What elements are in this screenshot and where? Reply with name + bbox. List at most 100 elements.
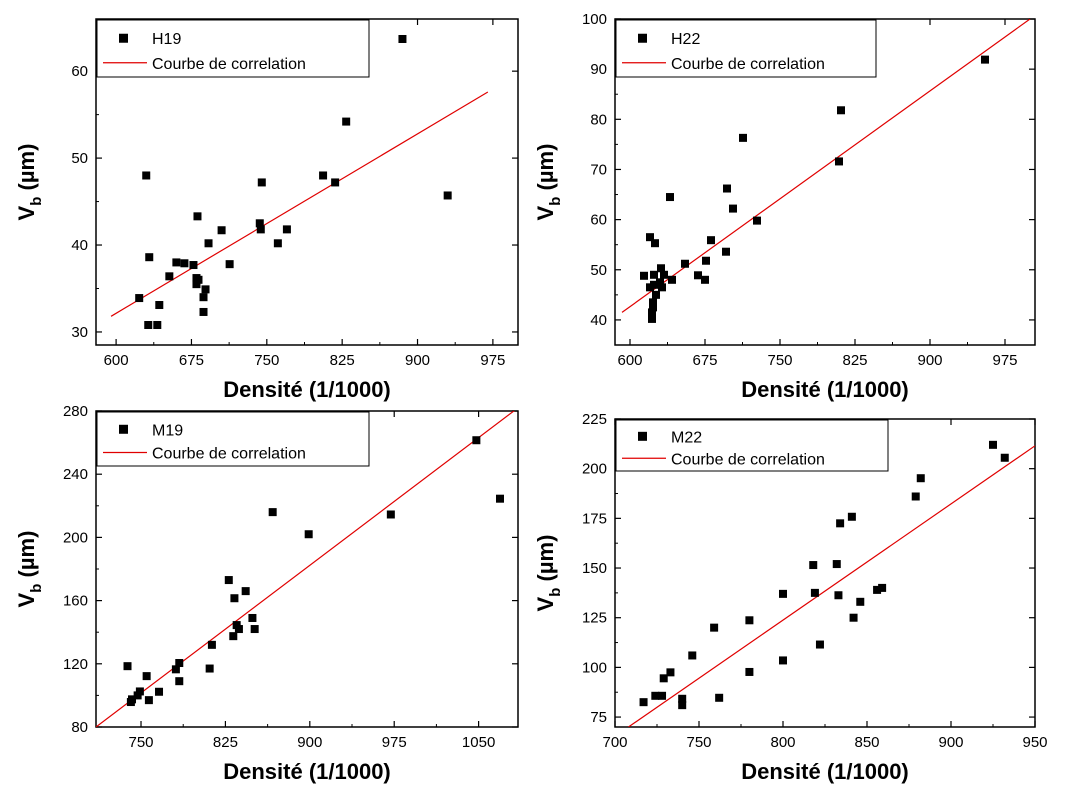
x-tick-label: 950 xyxy=(1022,734,1047,751)
x-tick-label: 900 xyxy=(297,734,322,751)
y-axis-title-unit: (µm) xyxy=(533,535,558,588)
data-point xyxy=(729,204,737,213)
data-point xyxy=(194,275,203,284)
y-axis-title-sub: b xyxy=(28,584,45,593)
correlation-line xyxy=(628,445,1035,727)
data-point xyxy=(658,691,667,700)
data-point xyxy=(649,298,657,307)
y-tick-label: 280 xyxy=(63,403,88,420)
legend-label-series: H22 xyxy=(671,31,700,48)
data-point xyxy=(386,510,395,519)
y-tick-label: 80 xyxy=(71,719,88,736)
x-tick-label: 850 xyxy=(854,734,879,751)
y-tick-label: 50 xyxy=(590,262,607,279)
x-tick-label: 750 xyxy=(767,352,792,369)
data-point xyxy=(650,270,658,279)
y-axis-title-unit: (µm) xyxy=(533,144,558,197)
data-point xyxy=(701,275,709,284)
data-point xyxy=(331,178,340,187)
legend-box xyxy=(96,19,370,78)
y-tick-label: 75 xyxy=(590,709,607,726)
y-tick-label: 50 xyxy=(71,150,88,167)
data-point xyxy=(652,290,660,299)
legend-label-series: M22 xyxy=(671,429,702,446)
y-axis-title-unit: (µm) xyxy=(14,144,39,197)
data-point xyxy=(779,656,787,665)
y-tick-label: 125 xyxy=(582,610,607,627)
data-point xyxy=(145,253,154,262)
data-point xyxy=(646,233,654,242)
data-point xyxy=(165,272,174,281)
data-point xyxy=(707,236,715,245)
data-point xyxy=(648,314,656,323)
data-point xyxy=(273,239,282,248)
legend-label-series: H19 xyxy=(152,31,181,48)
x-tick-label: 975 xyxy=(480,352,505,369)
data-point xyxy=(660,270,668,279)
legend: M19 Courbe de correlation xyxy=(96,411,370,467)
data-point xyxy=(155,687,164,696)
data-point xyxy=(135,294,144,303)
data-point xyxy=(779,589,787,598)
data-point xyxy=(217,226,226,235)
legend-label-fit: Courbe de correlation xyxy=(671,56,825,73)
data-point xyxy=(810,588,819,597)
y-axis-title: Vb (µm) xyxy=(533,144,564,221)
x-tick-label: 600 xyxy=(104,352,129,369)
data-point xyxy=(144,696,153,705)
data-point xyxy=(1000,453,1009,462)
data-point xyxy=(649,303,657,312)
data-point xyxy=(256,225,265,234)
plot-frame xyxy=(614,18,1036,346)
data-point xyxy=(241,587,250,596)
data-point xyxy=(835,157,843,166)
x-tick-label: 700 xyxy=(602,734,627,751)
data-point xyxy=(153,321,162,330)
y-axis-title: Vb (µm) xyxy=(14,531,45,608)
data-point xyxy=(192,280,201,289)
data-point xyxy=(847,512,856,521)
x-tick-label: 750 xyxy=(254,352,279,369)
y-tick-label: 175 xyxy=(582,510,607,527)
x-axis-title: Densité (1/1000) xyxy=(741,759,909,784)
x-axis-title: Densité (1/1000) xyxy=(223,377,391,402)
data-point xyxy=(702,256,710,265)
legend-label-series: M19 xyxy=(152,422,183,439)
legend-label-fit: Courbe de correlation xyxy=(152,56,306,73)
data-point xyxy=(739,133,747,142)
data-point xyxy=(659,674,668,683)
data-point xyxy=(666,668,675,677)
data-point xyxy=(837,106,845,115)
data-point xyxy=(142,171,151,180)
x-tick-label: 1050 xyxy=(462,734,495,751)
x-tick-label: 825 xyxy=(213,734,238,751)
data-point xyxy=(189,261,198,270)
y-tick-label: 225 xyxy=(582,411,607,428)
data-point xyxy=(123,662,132,671)
data-point xyxy=(834,591,843,600)
y-tick-label: 160 xyxy=(63,593,88,610)
y-tick-label: 120 xyxy=(63,656,88,673)
data-point xyxy=(651,239,659,248)
y-axis-title-main: V xyxy=(14,205,39,220)
data-point xyxy=(443,191,452,200)
data-point xyxy=(205,664,214,673)
y-tick-label: 60 xyxy=(71,63,88,80)
x-tick-label: 900 xyxy=(405,352,430,369)
y-axis-title-sub: b xyxy=(547,588,564,597)
data-point xyxy=(472,436,481,445)
data-point xyxy=(722,247,730,256)
y-tick-label: 80 xyxy=(590,111,607,128)
data-point xyxy=(836,519,845,528)
x-tick-label: 800 xyxy=(770,734,795,751)
data-point xyxy=(815,640,824,649)
y-axis-title-unit: (µm) xyxy=(14,531,39,584)
legend-box xyxy=(615,419,889,472)
data-point xyxy=(668,275,676,284)
data-point xyxy=(175,677,184,686)
y-axis-title: Vb (µm) xyxy=(533,535,564,612)
data-point xyxy=(155,301,164,310)
chart-panel-4: 700 750 800 850 900 950 75 100 125 150 175 200 225 M2… xyxy=(533,411,1048,784)
x-tick-label: 825 xyxy=(330,352,355,369)
